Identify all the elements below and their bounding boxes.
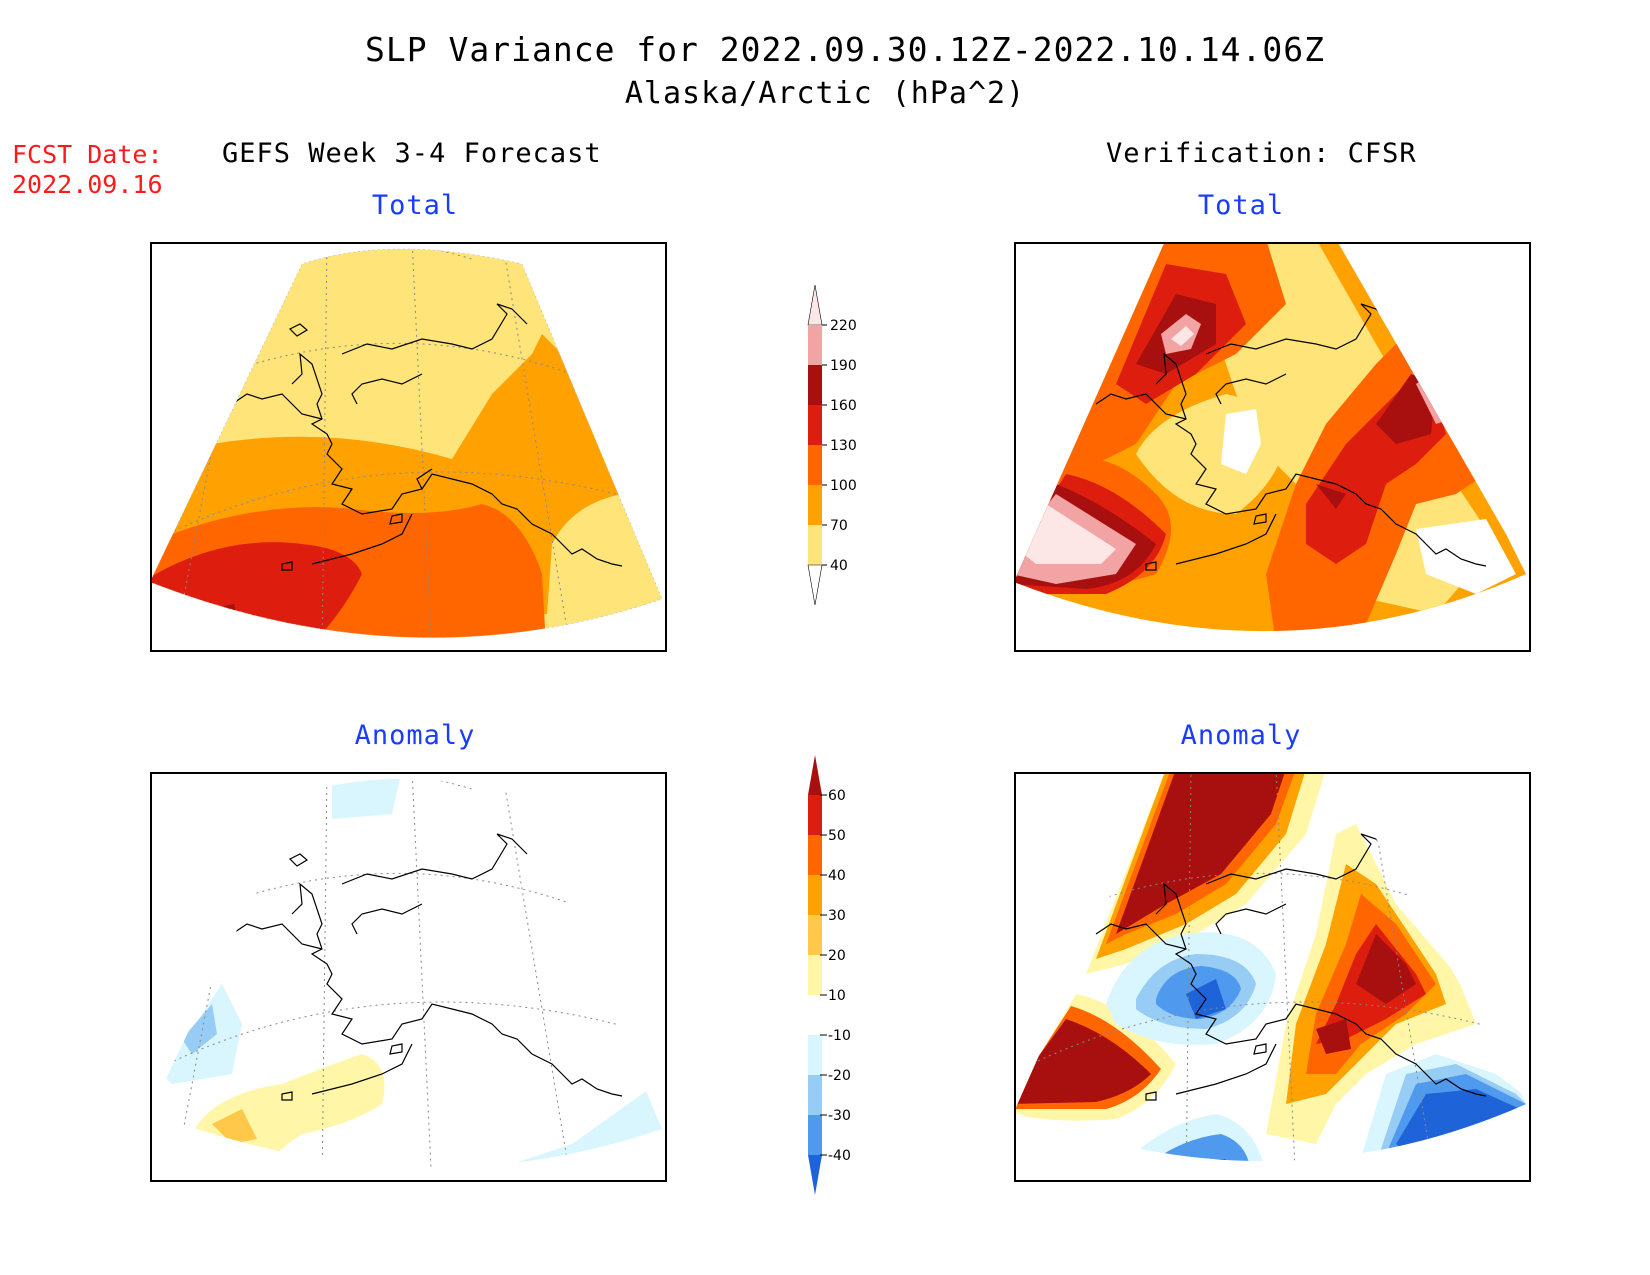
colorbar-anomaly-tick-label: 60 — [828, 788, 846, 804]
contour-neg-40b — [1156, 1159, 1231, 1162]
colorbar-anomaly: 60 50 40 30 20 10 -10 -20 -30 -40 — [808, 755, 851, 1195]
forecast-date-value: 2022.09.16 — [12, 170, 163, 199]
colorbar-anomaly-top-extension — [808, 755, 822, 795]
colorbar-total-tick-label: 190 — [830, 358, 857, 374]
colorbar-total-swatch — [808, 485, 822, 525]
contour-neg-30b — [1136, 1134, 1251, 1162]
colorbar-anomaly-bottom-extension — [808, 1155, 822, 1195]
colorbar-anomaly-tick-label: 10 — [828, 988, 846, 1004]
panel-title-anomaly-verification: Anomaly — [1180, 720, 1302, 751]
column-heading-forecast: GEFS Week 3-4 Forecast — [222, 138, 602, 169]
panel-title-anomaly-forecast: Anomaly — [354, 720, 476, 751]
colorbar-total-tick-label: 40 — [830, 558, 848, 574]
colorbar-total-bottom-extension — [807, 564, 823, 606]
colorbar-total-tick-label: 220 — [830, 318, 857, 334]
colorbar-anomaly-tick-label: 50 — [828, 828, 846, 844]
contour-pos-60c — [1356, 934, 1416, 1004]
contour-pos-60d — [1316, 1019, 1351, 1054]
colorbar-anomaly-swatch — [808, 1035, 822, 1075]
colorbar-total-tick-label: 160 — [830, 398, 857, 414]
map-forecast-total — [150, 242, 667, 652]
colorbar-anomaly-tick-label: -30 — [828, 1108, 851, 1124]
colorbar-total-tick-label: 100 — [830, 478, 857, 494]
colorbar-total-swatch — [808, 325, 822, 365]
colorbar-total-swatch — [808, 525, 822, 565]
colorbar-anomaly-swatch — [808, 875, 822, 915]
forecast-date-label: FCST Date: — [12, 140, 163, 169]
column-heading-verification: Verification: CFSR — [1106, 138, 1417, 169]
colorbar-total-tick-label: 130 — [830, 438, 857, 454]
colorbar-anomaly-tick-label: -10 — [828, 1028, 851, 1044]
colorbar-total-tick-label: 70 — [830, 518, 848, 534]
colorbar-total-swatch — [808, 365, 822, 405]
colorbar-anomaly-swatch — [808, 955, 822, 995]
map-forecast-anomaly — [150, 772, 667, 1182]
colorbar-anomaly-tick-label: 30 — [828, 908, 846, 924]
colorbar-anomaly-swatch — [808, 915, 822, 955]
contour-below-40 — [1221, 409, 1261, 474]
colorbar-anomaly-tick-label: 40 — [828, 868, 846, 884]
contour-20-30 — [212, 1109, 257, 1144]
colorbar-anomaly-tick-label: -20 — [828, 1068, 851, 1084]
colorbar-total: 220 190 160 130 100 70 40 — [807, 285, 857, 606]
colorbar-anomaly-swatch — [808, 995, 822, 1035]
colorbar-anomaly-tick-label: -40 — [828, 1148, 851, 1164]
colorbar-anomaly-swatch — [808, 1075, 822, 1115]
contour-pos-60 — [1116, 774, 1286, 934]
chart-title: SLP Variance for 2022.09.30.12Z-2022.10.… — [365, 30, 1325, 69]
colorbar-total-top-extension — [807, 285, 823, 326]
contour-pos-60b — [1016, 1019, 1151, 1104]
colorbar-total-swatch — [808, 405, 822, 445]
colorbar-total-swatch — [808, 445, 822, 485]
colorbar-anomaly-swatch — [808, 795, 822, 835]
colorbar-anomaly-swatch — [808, 1115, 822, 1155]
map-verification-total — [1014, 242, 1531, 652]
colorbar-anomaly-tick-label: 20 — [828, 948, 846, 964]
contour-160-190d — [1316, 484, 1346, 509]
contour-below-40b — [1416, 519, 1516, 594]
contour-minus20-minus30 — [182, 1004, 217, 1054]
panel-title-total-forecast: Total — [371, 190, 459, 221]
contour-220-plus — [1171, 326, 1194, 346]
forecast-date-block: FCST Date: 2022.09.16 — [12, 140, 163, 200]
panel-title-total-verification: Total — [1197, 190, 1285, 221]
chart-subtitle: Alaska/Arctic (hPa^2) — [624, 76, 1026, 111]
colorbar-anomaly-swatch — [808, 835, 822, 875]
map-verification-anomaly — [1014, 772, 1531, 1182]
contour-minus10-minus20 — [332, 779, 402, 819]
